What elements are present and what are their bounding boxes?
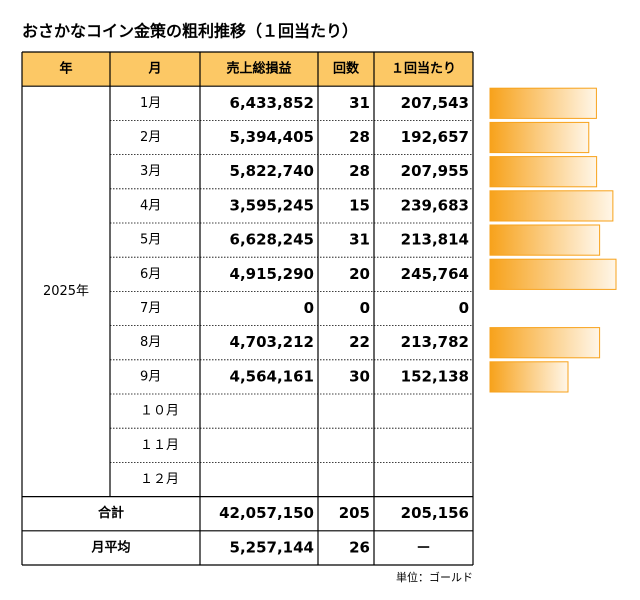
value-cell: 6,628,245	[230, 231, 314, 249]
value-cell: 213,814	[401, 231, 469, 249]
average-value: －	[416, 538, 431, 556]
value-cell: 3,595,245	[230, 196, 314, 214]
value-cell: 28	[349, 128, 370, 146]
value-cell: 22	[349, 333, 370, 351]
month-cell: 9月	[140, 369, 161, 384]
value-cell: 28	[349, 162, 370, 180]
value-cell: 31	[349, 231, 370, 249]
average-value: 26	[349, 538, 370, 556]
month-cell: 4月	[140, 198, 161, 213]
header-cell: １回当たり	[391, 61, 456, 77]
data-bar	[489, 327, 601, 359]
value-cell: 0	[360, 299, 370, 317]
value-cell: 30	[349, 367, 370, 385]
average-label: 月平均	[90, 539, 130, 555]
header-cell: 売上総損益	[226, 61, 291, 77]
value-cell: 15	[349, 196, 370, 214]
data-bar	[489, 361, 569, 393]
value-cell: 0	[304, 299, 314, 317]
year-cell: 2025年	[43, 284, 89, 299]
value-cell: 152,138	[401, 367, 469, 385]
value-cell: 6,433,852	[230, 94, 314, 112]
value-cell: 4,703,212	[230, 333, 314, 351]
month-cell: 8月	[140, 335, 161, 350]
value-cell: 192,657	[401, 128, 469, 146]
value-cell: 5,394,405	[230, 128, 314, 146]
value-cell: 31	[349, 94, 370, 112]
value-cell: 20	[349, 265, 370, 283]
month-cell: 7月	[140, 301, 161, 316]
average-value: 5,257,144	[230, 538, 314, 556]
month-cell: １２月	[140, 472, 179, 487]
month-cell: １０月	[140, 404, 179, 419]
value-cell: 245,764	[401, 265, 469, 283]
value-cell: 213,782	[401, 333, 469, 351]
header-cell: 回数	[333, 61, 360, 77]
total-label: 合計	[98, 505, 124, 521]
unit-note: 単位：ゴールド	[396, 570, 473, 584]
total-value: 205	[339, 504, 370, 522]
data-bar	[489, 121, 590, 154]
total-value: 205,156	[401, 504, 469, 522]
month-cell: 3月	[140, 164, 161, 179]
data-bar	[489, 190, 614, 222]
header-bg	[22, 52, 473, 87]
month-cell: 6月	[140, 267, 161, 282]
header-cell: 年	[59, 61, 72, 77]
total-value: 42,057,150	[219, 504, 314, 522]
data-bar	[489, 258, 617, 290]
month-cell: １１月	[140, 438, 179, 453]
value-cell: 4,564,161	[230, 367, 314, 385]
value-cell: 239,683	[401, 196, 469, 214]
data-bar	[489, 87, 597, 119]
value-cell: 0	[459, 299, 469, 317]
data-bar	[489, 224, 601, 256]
value-cell: 5,822,740	[230, 162, 314, 180]
month-cell: 5月	[140, 233, 161, 248]
month-cell: 2月	[140, 130, 161, 145]
value-cell: 207,543	[401, 94, 469, 112]
month-cell: 1月	[140, 96, 161, 111]
value-cell: 4,915,290	[230, 265, 314, 283]
data-bar	[489, 156, 598, 188]
value-cell: 207,955	[401, 162, 469, 180]
header-cell: 月	[147, 62, 161, 77]
title: おさかなコイン金策の粗利推移（１回当たり）	[22, 22, 358, 41]
